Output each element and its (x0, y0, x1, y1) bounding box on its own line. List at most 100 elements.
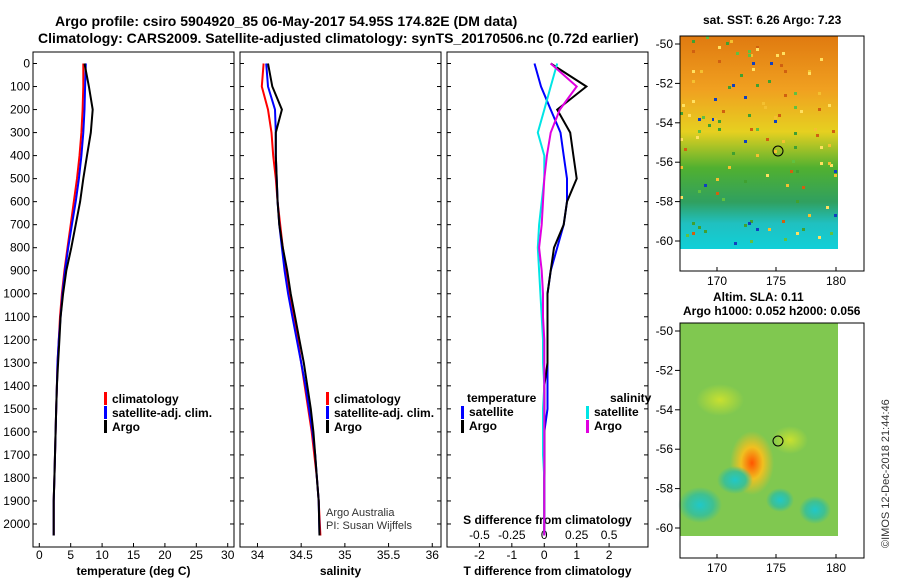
lat-tick-label: -54 (656, 403, 674, 417)
sst-pixel (802, 228, 805, 231)
sst-pixel (818, 92, 821, 95)
x-tick-label: 5 (67, 548, 74, 562)
lat-tick-label: -58 (656, 482, 674, 496)
legend-salinity-heading: salinity (610, 391, 652, 405)
depth-tick-label: 100 (10, 80, 30, 94)
x-axis-label: T difference from climatology (463, 564, 631, 578)
sst-pixel (708, 124, 711, 127)
sst-pixel (784, 70, 787, 73)
depth-tick-label: 1600 (3, 425, 30, 439)
sst-pixel (756, 48, 759, 51)
x-tick-label: 34.5 (289, 548, 313, 562)
legend-satellite-swatch (104, 406, 107, 419)
difference-panel: -2 -1 0 1 2 T difference from climatology S di… (446, 51, 649, 578)
sst-pixel (820, 146, 823, 149)
sla-anomaly-negative (717, 466, 753, 494)
x-tick-label: 35.5 (377, 548, 401, 562)
sst-pixel (722, 110, 725, 113)
sst-pixel (748, 54, 751, 57)
sst-pixel (744, 140, 747, 143)
sst-pixel (728, 86, 731, 89)
depth-tick-label: 1500 (3, 402, 30, 416)
legend-s-argo: Argo (594, 419, 622, 433)
sst-pixel (828, 162, 831, 165)
legend-t-satellite: satellite (469, 405, 514, 419)
sst-pixel (752, 68, 755, 71)
sst-pixel (766, 138, 769, 141)
argo-location-marker (772, 435, 784, 447)
sst-pixel (718, 46, 721, 49)
sst-pixel (802, 186, 805, 189)
depth-tick-label: 300 (10, 126, 30, 140)
sst-pixel (748, 50, 751, 53)
depth-tick-label: 1100 (4, 310, 30, 324)
sst-pixel (820, 162, 823, 165)
depth-tick-label: 1400 (3, 379, 30, 393)
depth-axis: 0 100 200 300 400 500 600 700 800 900 1000 1100 1200… (3, 57, 30, 531)
sst-pixel (716, 178, 719, 181)
sst-pixel (774, 150, 777, 153)
sla-anomaly-negative (678, 487, 722, 523)
lon-tick-label: 170 (707, 274, 727, 288)
x-tick-label: 15 (127, 548, 141, 562)
sla-map-title-2: Argo h1000: 0.052 h2000: 0.056 (683, 304, 861, 318)
series-line (267, 63, 321, 536)
sst-pixel (692, 70, 695, 73)
sst-pixel (782, 220, 785, 223)
x-tick-label: -1 (507, 548, 518, 562)
sst-pixel (830, 232, 833, 235)
x-axis-label: temperature (deg C) (76, 564, 190, 578)
depth-tick-label: 700 (10, 218, 30, 232)
x-tick-label: 25 (190, 548, 204, 562)
legend-s-argo-swatch (586, 420, 589, 433)
sst-pixel (782, 140, 785, 143)
sst-pixel (830, 164, 833, 167)
lat-tick-label: -52 (656, 76, 674, 90)
lat-tick-label: -58 (656, 195, 674, 209)
x-tick-label: -2 (474, 548, 485, 562)
depth-tick-label: 400 (10, 149, 30, 163)
plot-frame (446, 51, 649, 548)
sst-pixel (784, 238, 787, 241)
sst-pixel (818, 108, 821, 111)
sst-pixel (698, 226, 701, 229)
plot-frame (239, 51, 442, 548)
x-tick-label: 10 (95, 548, 109, 562)
sst-pixel (762, 102, 765, 105)
depth-tick-label: 1200 (3, 333, 30, 347)
sla-anomaly-negative (766, 488, 794, 512)
series-line (265, 63, 321, 536)
legend-t-argo-swatch (461, 420, 464, 433)
legend-climatology-swatch (326, 392, 329, 405)
credit-line-1: Argo Australia (326, 507, 395, 519)
sst-pixel (740, 74, 743, 77)
lat-tick-label: -56 (656, 155, 674, 169)
sst-pixel (700, 70, 703, 73)
sst-pixel (826, 206, 829, 209)
sst-pixel (698, 190, 701, 193)
sst-pixel (820, 58, 823, 61)
legend-climatology-swatch (104, 392, 107, 405)
sst-pixel (722, 198, 725, 201)
sst-pixel (808, 214, 811, 217)
sst-pixel (736, 52, 739, 55)
x-tick-label-2: 0.5 (601, 528, 618, 542)
legend-climatology: climatology (112, 392, 179, 406)
sst-pixel (682, 104, 685, 107)
x-tick-label-2: -0.25 (498, 528, 526, 542)
lat-tick-label: -52 (656, 363, 674, 377)
sst-pixel (692, 50, 695, 53)
sst-pixel (750, 240, 753, 243)
sst-pixel (732, 84, 735, 87)
sst-pixel (774, 116, 777, 119)
sst-pixel (750, 220, 753, 223)
sst-pixel (714, 118, 717, 121)
lon-tick-label: 180 (826, 274, 846, 288)
sst-pixel (782, 52, 785, 55)
sst-pixel (814, 128, 817, 131)
sst-pixel (718, 60, 721, 63)
sst-pixel (680, 196, 683, 199)
x-tick-label: 36 (426, 548, 440, 562)
sst-pixel (776, 54, 779, 57)
credit-line-2: PI: Susan Wijffels (326, 520, 412, 532)
